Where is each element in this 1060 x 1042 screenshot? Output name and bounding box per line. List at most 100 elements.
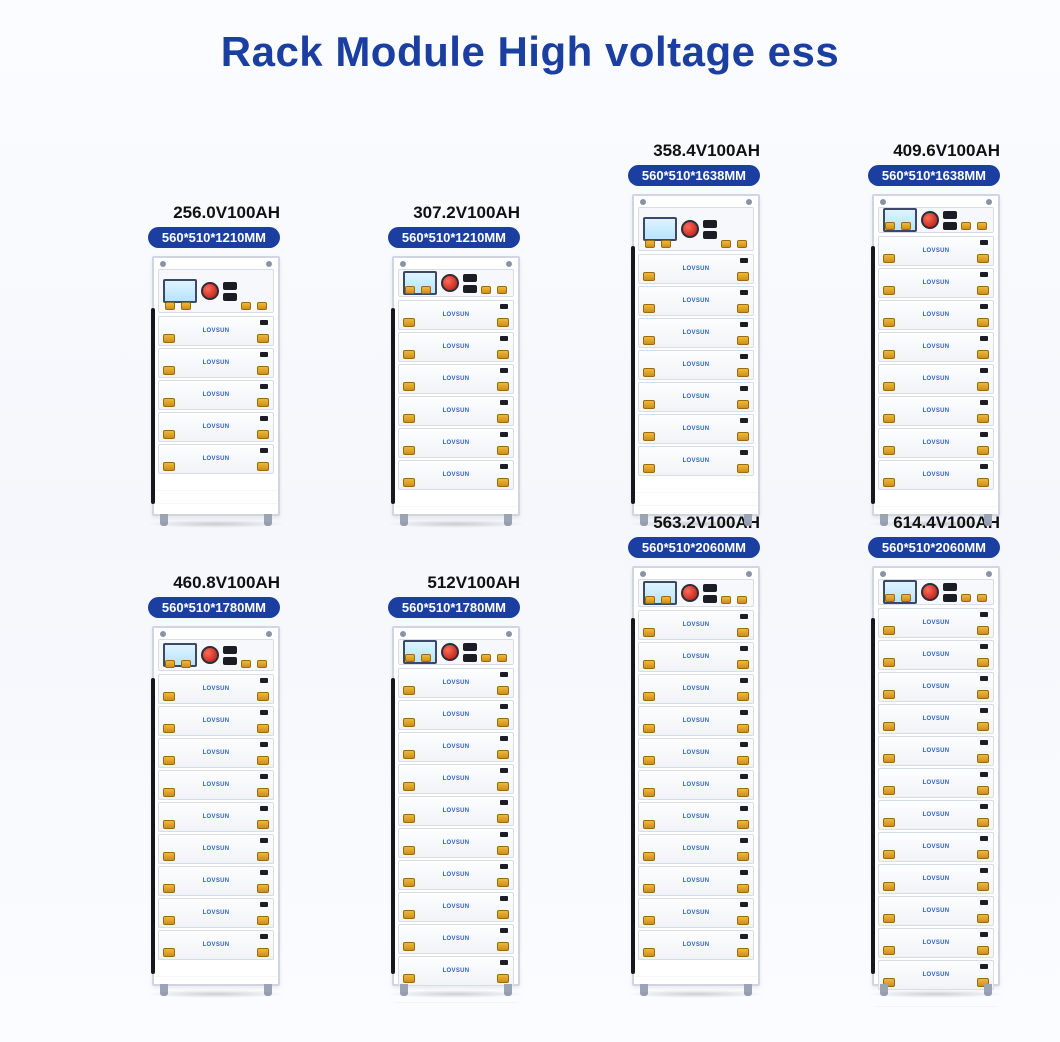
terminal-icon bbox=[257, 692, 269, 701]
terminal-icon bbox=[403, 878, 415, 887]
terminal-icon bbox=[403, 686, 415, 695]
battery-module: LOVSUN bbox=[878, 268, 994, 298]
module-port-icon bbox=[500, 864, 508, 869]
terminal-icon bbox=[883, 382, 895, 391]
terminal-icon bbox=[977, 690, 989, 699]
terminal-icon bbox=[163, 724, 175, 733]
module-brand-label: LOVSUN bbox=[443, 712, 470, 718]
terminal-icon bbox=[737, 628, 749, 637]
terminal-icon bbox=[403, 350, 415, 359]
rack-top-bolts bbox=[154, 628, 278, 637]
module-stack: LOVSUNLOVSUNLOVSUNLOVSUNLOVSUNLOVSUNLOVS… bbox=[874, 236, 998, 494]
battery-module: LOVSUN bbox=[638, 642, 754, 672]
port-column bbox=[223, 282, 237, 301]
battery-module: LOVSUN bbox=[158, 930, 274, 960]
module-port-icon bbox=[260, 384, 268, 389]
terminal-icon bbox=[257, 788, 269, 797]
terminal-icon bbox=[497, 974, 509, 983]
terminal-pair bbox=[885, 222, 911, 230]
terminal-icon bbox=[257, 756, 269, 765]
module-brand-label: LOVSUN bbox=[443, 872, 470, 878]
dimensions-pill: 560*510*1638MM bbox=[868, 165, 1000, 186]
terminal-icon bbox=[737, 724, 749, 733]
page-title: Rack Module High voltage ess bbox=[0, 0, 1060, 86]
rotary-switch-icon bbox=[681, 220, 699, 238]
module-port-icon bbox=[980, 804, 988, 809]
foot-icon bbox=[880, 984, 888, 996]
terminal-icon bbox=[643, 464, 655, 473]
cable-icon bbox=[871, 246, 875, 504]
battery-module: LOVSUN bbox=[638, 706, 754, 736]
rack-top-bolts bbox=[634, 568, 758, 577]
controller-unit bbox=[878, 579, 994, 605]
module-brand-label: LOVSUN bbox=[923, 684, 950, 690]
rack-empty-space bbox=[634, 480, 758, 514]
module-stack: LOVSUNLOVSUNLOVSUNLOVSUNLOVSUNLOVSUNLOVS… bbox=[154, 674, 278, 964]
terminal-icon bbox=[181, 660, 191, 668]
module-port-icon bbox=[980, 868, 988, 873]
rack-empty-space bbox=[394, 990, 518, 1010]
battery-module: LOVSUN bbox=[398, 428, 514, 458]
terminal-icon bbox=[257, 724, 269, 733]
battery-module: LOVSUN bbox=[878, 800, 994, 830]
module-port-icon bbox=[980, 304, 988, 309]
terminal-icon bbox=[737, 660, 749, 669]
battery-module: LOVSUN bbox=[158, 380, 274, 410]
rotary-switch-icon bbox=[201, 646, 219, 664]
battery-module: LOVSUN bbox=[878, 236, 994, 266]
terminal-icon bbox=[977, 786, 989, 795]
terminal-icon bbox=[885, 222, 895, 230]
battery-module: LOVSUN bbox=[158, 316, 274, 346]
rack-top-bolts bbox=[394, 628, 518, 637]
battery-module: LOVSUN bbox=[878, 736, 994, 766]
module-brand-label: LOVSUN bbox=[203, 686, 230, 692]
rack-unit: LOVSUNLOVSUNLOVSUNLOVSUNLOVSUNLOVSUNLOVS… bbox=[632, 566, 760, 986]
terminal-icon bbox=[883, 286, 895, 295]
terminal-icon bbox=[883, 414, 895, 423]
terminal-icon bbox=[421, 286, 431, 294]
module-brand-label: LOVSUN bbox=[683, 846, 710, 852]
bolt-icon bbox=[986, 199, 992, 205]
battery-module: LOVSUN bbox=[878, 864, 994, 894]
battery-module: LOVSUN bbox=[878, 364, 994, 394]
module-port-icon bbox=[740, 806, 748, 811]
terminal-pair bbox=[405, 654, 431, 662]
data-port-icon bbox=[943, 211, 957, 219]
terminal-icon bbox=[643, 628, 655, 637]
controller-unit bbox=[398, 269, 514, 297]
module-port-icon bbox=[260, 678, 268, 683]
rack-empty-space bbox=[394, 494, 518, 514]
terminal-icon bbox=[643, 756, 655, 765]
bolt-icon bbox=[266, 261, 272, 267]
terminal-icon bbox=[241, 302, 251, 310]
module-brand-label: LOVSUN bbox=[683, 814, 710, 820]
lcd-screen-icon bbox=[643, 217, 677, 241]
terminal-icon bbox=[163, 366, 175, 375]
terminal-icon bbox=[497, 910, 509, 919]
dimensions-pill: 560*510*1780MM bbox=[148, 597, 280, 618]
data-port-icon bbox=[463, 643, 477, 651]
rotary-switch-icon bbox=[201, 282, 219, 300]
terminal-icon bbox=[737, 916, 749, 925]
bolt-icon bbox=[160, 631, 166, 637]
terminal-pair bbox=[241, 660, 267, 668]
product-cell: 614.4V100AH560*510*2060MMLOVSUNLOVSUNLOV… bbox=[780, 526, 1000, 986]
module-brand-label: LOVSUN bbox=[923, 620, 950, 626]
terminal-icon bbox=[403, 446, 415, 455]
terminal-pair bbox=[645, 596, 671, 604]
terminal-icon bbox=[885, 594, 895, 602]
terminal-icon bbox=[257, 430, 269, 439]
data-port-icon bbox=[703, 220, 717, 228]
module-port-icon bbox=[740, 386, 748, 391]
port-column bbox=[223, 646, 237, 665]
module-port-icon bbox=[740, 322, 748, 327]
terminal-icon bbox=[977, 722, 989, 731]
terminal-icon bbox=[883, 254, 895, 263]
cable-icon bbox=[391, 308, 395, 504]
bolt-icon bbox=[640, 571, 646, 577]
terminal-icon bbox=[163, 398, 175, 407]
module-port-icon bbox=[260, 934, 268, 939]
battery-module: LOVSUN bbox=[158, 348, 274, 378]
module-port-icon bbox=[980, 432, 988, 437]
terminal-icon bbox=[977, 478, 989, 487]
